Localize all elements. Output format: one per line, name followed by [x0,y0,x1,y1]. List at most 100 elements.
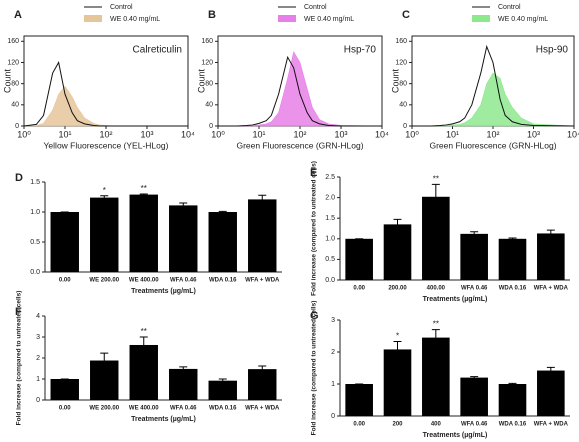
bar [208,212,237,272]
x-tick-label: 10² [99,129,112,139]
y-axis-label: Count [2,69,12,94]
y-axis-label: Count [196,69,206,94]
error-bar [508,382,517,385]
error-bar [258,365,267,373]
y-tick-label: 3 [36,334,40,341]
bar [169,205,198,272]
panel-letter: E [310,167,317,179]
significance-label: ** [433,175,439,184]
x-tick-label: WDA 0.16 [209,406,237,412]
legend-label: WE 0.40 mg/mL [498,16,548,23]
panel-letter: A [14,9,22,21]
y-axis-label: Fold increase (compared to untreated cel… [311,161,318,296]
y-axis-label: Fold increase (compared to untreated cel… [311,301,318,436]
x-tick-label: WDA 0.16 [499,286,527,292]
error-bar [100,352,109,368]
significance-label: ** [141,184,147,193]
y-tick-label: 2 [36,355,40,362]
significance-label: ** [141,327,147,336]
histogram-area [218,51,383,127]
error-bar [546,366,555,374]
inset-title: Hsp-90 [536,45,569,56]
x-tick-label: 10³ [140,129,153,139]
x-tick-label: WDA 0.16 [209,278,237,284]
x-tick-label: 10⁰ [17,129,31,139]
error-bar [179,366,188,372]
significance-label: ** [433,320,439,329]
x-axis-label: Green Fluorescence (GRN-HLog) [236,140,363,150]
bar [129,194,158,272]
y-tick-label: 40 [399,102,407,109]
y-tick-label: 0 [15,123,19,130]
x-tick-label: 10⁴ [375,129,389,139]
bar [208,380,237,400]
legend-label: Control [304,4,327,11]
bar [345,238,373,280]
x-tick-label: 10² [486,129,499,139]
bar [90,197,119,272]
error-bar [393,340,402,358]
panel-letter: F [15,306,22,318]
x-tick-label: WFA + WDA [534,422,569,428]
x-tick-label: 0.00 [353,286,365,292]
inset-title: Calreticulin [133,45,182,56]
y-tick-label: 2.0 [325,194,335,201]
x-tick-label: 10⁰ [405,129,419,139]
bar [50,379,79,400]
bar [345,384,373,416]
bar [498,238,527,280]
y-tick-label: 120 [7,59,19,66]
histogram-line [412,44,575,127]
error-bar [431,329,440,346]
bar [50,212,79,272]
x-tick-label: 10² [293,129,306,139]
x-tick-label: 10¹ [252,129,265,139]
y-tick-label: 3 [331,317,335,324]
panel-letter: G [310,310,319,322]
legend-swatch [278,15,296,22]
x-tick-label: 0.00 [353,422,365,428]
x-tick-label: 10⁰ [211,129,225,139]
y-tick-label: 80 [399,80,407,87]
bar [460,233,488,280]
y-tick-label: 1.0 [30,209,40,216]
error-bar [470,231,479,236]
x-tick-label: WFA 0.46 [170,278,197,284]
x-tick-label: WFA 0.46 [170,406,197,412]
bar [537,370,565,416]
legend-label: WE 0.40 mg/mL [110,16,160,23]
x-tick-label: 400 [431,422,442,428]
x-axis-label: Treatments (µg/mL) [131,288,196,295]
x-tick-label: 200 [392,422,403,428]
legend-label: WE 0.40 mg/mL [304,16,354,23]
y-tick-label: 1.0 [325,236,335,243]
error-bar [179,202,188,208]
y-tick-label: 80 [205,80,213,87]
bar [169,368,198,400]
bar [248,369,277,400]
histogram-area [412,72,575,127]
significance-label: * [396,332,399,341]
y-tick-label: 0 [36,397,40,404]
y-tick-label: 0.0 [325,277,335,284]
histogram-line [218,55,382,127]
legend-swatch [472,15,490,22]
x-axis-label: Treatments (µg/mL) [423,432,488,439]
x-tick-label: 10⁴ [181,129,195,139]
bar [422,196,450,280]
bar [248,199,277,272]
y-tick-label: 0 [331,413,335,420]
bar [498,384,527,416]
bar [129,344,158,400]
x-axis-label: Yellow Fluorescence (YEL-HLog) [44,140,169,150]
x-tick-label: 0.00 [59,406,71,412]
bar [383,349,412,416]
y-tick-label: 4 [36,313,40,320]
y-tick-label: 120 [201,59,213,66]
error-bar [508,237,517,240]
x-tick-label: 0.00 [59,278,71,284]
y-tick-label: 1.5 [325,215,335,222]
y-tick-label: 0 [403,123,407,130]
bar [537,233,565,280]
